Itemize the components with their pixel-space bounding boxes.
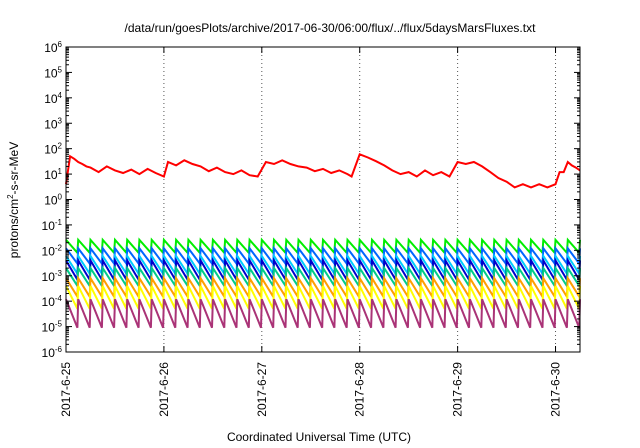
x-axis-label: Coordinated Universal Time (UTC): [227, 430, 411, 444]
y-tick-label: 103: [44, 116, 62, 131]
y-tick-label: 104: [44, 91, 62, 106]
x-tick-label: 2017-6-28: [353, 362, 367, 417]
y-tick-label: 100: [44, 193, 62, 208]
band-series-line: [65, 274, 581, 300]
y-tick-label: 10-1: [42, 218, 63, 233]
y-tick-label: 10-6: [42, 345, 63, 360]
y-axis-label-base: protons/cm: [7, 199, 21, 258]
band-series-line: [65, 256, 581, 284]
y-tick-label: 102: [44, 142, 62, 157]
series-line: [65, 152, 581, 189]
band-series-line: [65, 237, 581, 256]
band-series-line: [65, 285, 581, 310]
grid-lines: [163, 47, 557, 352]
axis-ticks: 10-6 10-5 10-4 10-3 10-2 10-1 100 101 102 103 104 1…: [42, 40, 580, 417]
y-tick-label: 10-5: [42, 320, 63, 335]
band-series-line: [65, 245, 581, 267]
series-group: [65, 152, 581, 329]
x-tick-label: 2017-6-25: [59, 362, 73, 417]
y-tick-label: 105: [44, 65, 62, 80]
y-tick-label: 10-4: [42, 294, 63, 309]
y-tick-label: 10-2: [42, 243, 63, 258]
band-series-line: [65, 252, 581, 277]
x-tick-label: 2017-6-29: [451, 362, 465, 417]
y-axis-label-rest: -s-sr-MeV: [7, 142, 21, 195]
y-tick-label: 101: [44, 167, 62, 182]
y-tick-label: 106: [44, 40, 62, 55]
band-series-line: [65, 264, 581, 290]
y-axis-label: protons/cm2-s-sr-MeV: [6, 142, 21, 258]
band-series-line: [65, 298, 581, 329]
x-tick-label: 2017-6-27: [255, 362, 269, 417]
chart-title: /data/run/goesPlots/archive/2017-06-30/0…: [125, 21, 537, 35]
y-tick-label: 10-3: [42, 269, 63, 284]
x-tick-label: 2017-6-26: [157, 362, 171, 417]
x-tick-label: 2017-6-30: [549, 362, 563, 417]
y-axis-label-superscript: 2: [6, 194, 15, 199]
